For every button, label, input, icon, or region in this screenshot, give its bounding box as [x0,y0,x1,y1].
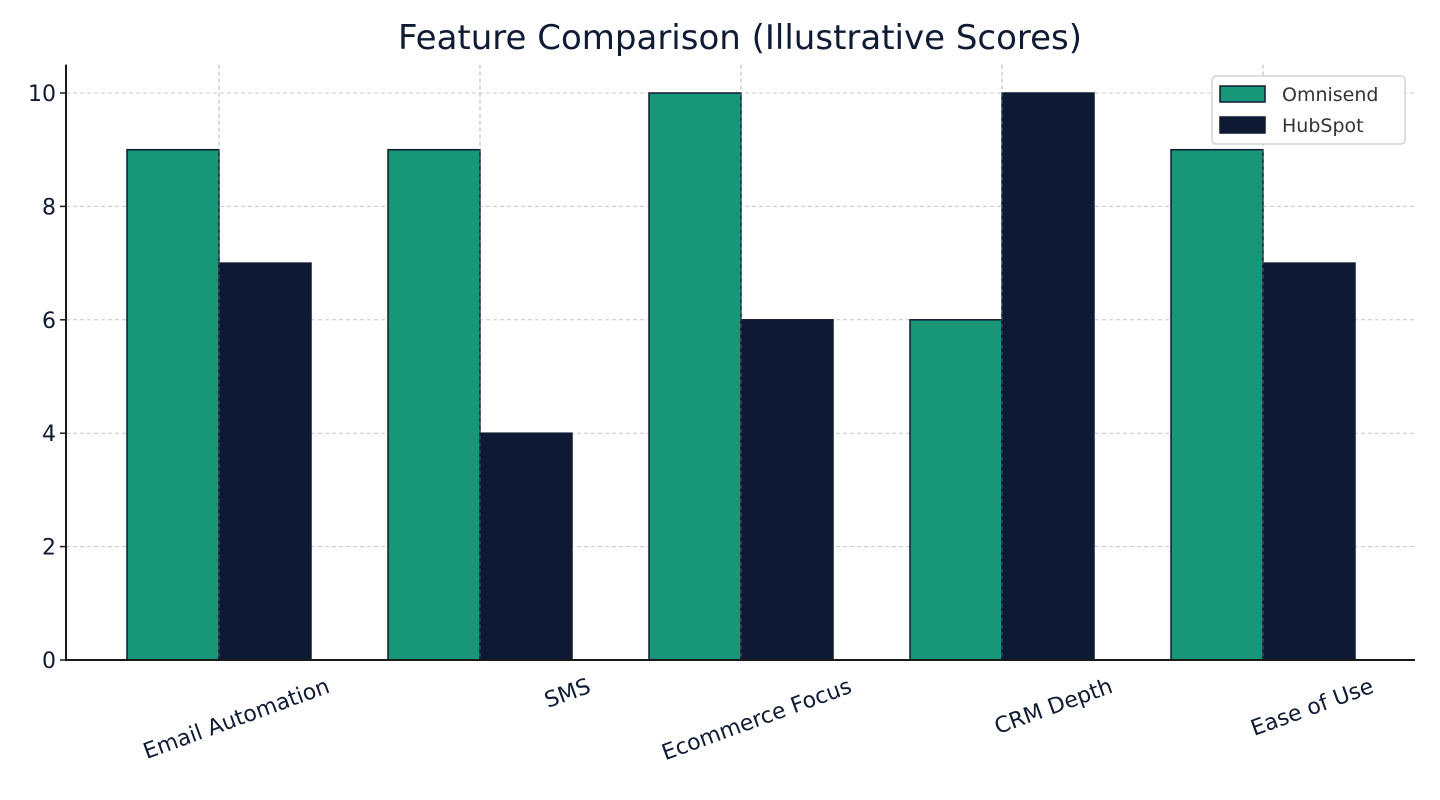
y-tick-label: 10 [28,82,56,107]
x-tick-label: SMS [541,674,594,714]
x-tick-label: Email Automation [140,674,333,765]
legend-label-omnisend: Omnisend [1282,84,1378,106]
y-tick-label: 2 [42,536,56,561]
legend-swatch-omnisend [1219,85,1266,103]
bar-omnisend [126,148,220,661]
bar-hubspot [1001,92,1095,661]
x-tick-label: CRM Depth [991,674,1116,740]
bar-hubspot [1262,262,1356,661]
bar-hubspot [479,432,573,661]
bar-omnisend [648,92,742,661]
x-tick-label: Ease of Use [1248,674,1377,742]
bar-hubspot [740,319,834,661]
bar-hubspot [218,262,312,661]
y-tick-label: 4 [42,422,56,447]
legend-label-hubspot: HubSpot [1282,115,1364,137]
chart-title: Feature Comparison (Illustrative Scores) [397,18,1083,58]
y-tick-label: 8 [42,195,56,220]
legend-swatch-hubspot [1219,116,1266,134]
bar-omnisend [387,148,481,661]
bar-omnisend [909,319,1003,661]
x-tick-label: Ecommerce Focus [659,674,855,766]
bar-omnisend [1170,148,1264,661]
y-tick-label: 0 [42,649,56,674]
y-tick-label: 6 [42,309,56,334]
